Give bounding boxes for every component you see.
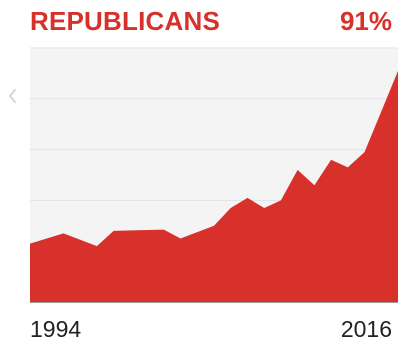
x-tick-label-end: 2016 (340, 316, 392, 342)
chart-title: REPUBLICANS (30, 6, 220, 36)
x-tick-label-start: 1994 (30, 316, 82, 342)
chevron-left-icon[interactable] (8, 88, 17, 104)
series-area (30, 70, 398, 303)
current-value: 91% (339, 6, 392, 36)
